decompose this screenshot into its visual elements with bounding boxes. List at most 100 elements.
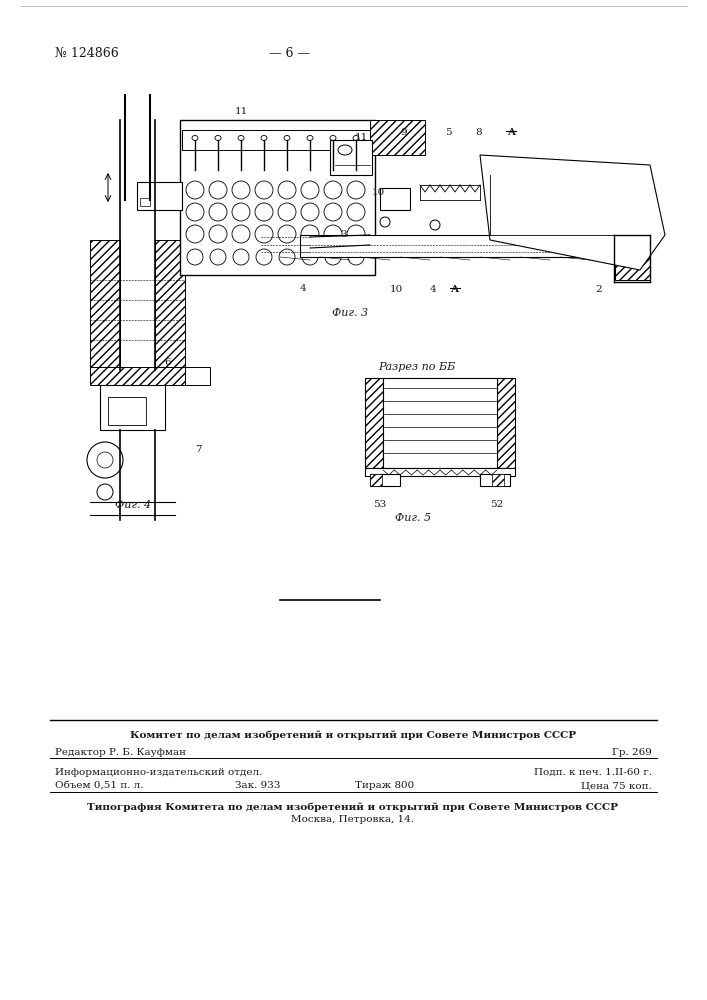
Circle shape: [348, 249, 364, 265]
Text: 7: 7: [195, 445, 201, 454]
Text: Объем 0,51 п. л.: Объем 0,51 п. л.: [55, 781, 144, 790]
Circle shape: [255, 181, 273, 199]
Text: — 6 —: — 6 —: [269, 47, 310, 60]
Circle shape: [301, 203, 319, 221]
Circle shape: [347, 203, 365, 221]
Circle shape: [324, 225, 342, 243]
Text: Москва, Петровка, 14.: Москва, Петровка, 14.: [291, 815, 414, 824]
Text: Зак. 933: Зак. 933: [235, 781, 281, 790]
Text: Информационно-издательский отдел.: Информационно-издательский отдел.: [55, 768, 262, 777]
Bar: [140, 198, 150, 206]
Circle shape: [430, 220, 440, 230]
Bar: [370, 474, 400, 486]
Circle shape: [301, 225, 319, 243]
Bar: [108, 397, 146, 425]
Text: Комитет по делам изобретений и открытий при Совете Министров СССР: Комитет по делам изобретений и открытий …: [130, 730, 576, 740]
Circle shape: [97, 452, 113, 468]
Text: Разрез по ББ: Разрез по ББ: [378, 362, 455, 372]
Bar: [137, 182, 182, 210]
Text: 11: 11: [235, 107, 248, 116]
Text: 8: 8: [475, 128, 481, 137]
Polygon shape: [480, 155, 665, 270]
Ellipse shape: [353, 135, 359, 140]
Bar: [370, 474, 382, 486]
Text: Фиг. 4: Фиг. 4: [115, 500, 151, 510]
Text: A: A: [450, 285, 458, 294]
Text: 4: 4: [300, 284, 307, 293]
Text: Фиг. 3: Фиг. 3: [332, 308, 368, 318]
Circle shape: [380, 217, 390, 227]
Circle shape: [209, 181, 227, 199]
Bar: [180, 120, 375, 275]
Circle shape: [232, 203, 250, 221]
Circle shape: [255, 203, 273, 221]
Ellipse shape: [284, 135, 290, 140]
Circle shape: [347, 181, 365, 199]
Circle shape: [255, 225, 273, 243]
Text: 10: 10: [390, 285, 403, 294]
Bar: [383, 378, 497, 468]
Bar: [90, 367, 185, 385]
Circle shape: [186, 181, 204, 199]
Circle shape: [325, 249, 341, 265]
Ellipse shape: [192, 135, 198, 140]
Text: № 124866: № 124866: [55, 47, 119, 60]
Circle shape: [302, 249, 318, 265]
Text: Фиг. 5: Фиг. 5: [395, 513, 431, 523]
Circle shape: [87, 442, 123, 478]
Text: Редактор Р. Б. Кауфман: Редактор Р. Б. Кауфман: [55, 748, 186, 757]
Bar: [370, 120, 425, 155]
Text: Тираж 800: Тираж 800: [355, 781, 414, 790]
Circle shape: [97, 484, 113, 500]
Bar: [90, 240, 120, 370]
Circle shape: [278, 225, 296, 243]
Ellipse shape: [330, 135, 336, 140]
Ellipse shape: [238, 135, 244, 140]
Circle shape: [324, 203, 342, 221]
Bar: [380, 188, 410, 210]
Circle shape: [278, 203, 296, 221]
Circle shape: [301, 181, 319, 199]
Circle shape: [279, 249, 295, 265]
Circle shape: [324, 181, 342, 199]
Bar: [480, 474, 510, 486]
Text: 11: 11: [355, 133, 368, 142]
Text: 5: 5: [445, 128, 452, 137]
Text: 3: 3: [340, 230, 346, 239]
Bar: [330, 140, 372, 175]
FancyBboxPatch shape: [182, 130, 373, 150]
Bar: [365, 378, 383, 468]
Ellipse shape: [338, 145, 352, 155]
Text: Типография Комитета по делам изобретений и открытий при Совете Министров СССР: Типография Комитета по делам изобретений…: [88, 802, 619, 812]
Circle shape: [347, 225, 365, 243]
Bar: [497, 378, 515, 468]
Text: Цена 75 коп.: Цена 75 коп.: [581, 781, 652, 790]
Ellipse shape: [215, 135, 221, 140]
Circle shape: [233, 249, 249, 265]
Circle shape: [187, 249, 203, 265]
Circle shape: [210, 249, 226, 265]
Text: A: A: [507, 128, 515, 137]
Text: 52: 52: [490, 500, 503, 509]
Text: Подп. к печ. 1.II-60 г.: Подп. к печ. 1.II-60 г.: [534, 768, 652, 777]
Text: 4: 4: [430, 285, 437, 294]
Bar: [300, 235, 600, 257]
Circle shape: [278, 181, 296, 199]
Circle shape: [232, 181, 250, 199]
Circle shape: [186, 203, 204, 221]
Circle shape: [209, 225, 227, 243]
Circle shape: [256, 249, 272, 265]
Text: Гр. 269: Гр. 269: [612, 748, 652, 757]
Text: 9: 9: [400, 128, 407, 137]
Bar: [615, 230, 650, 280]
Circle shape: [209, 203, 227, 221]
Text: 10: 10: [372, 188, 385, 197]
Text: 6: 6: [164, 358, 170, 367]
Ellipse shape: [307, 135, 313, 140]
Bar: [492, 474, 504, 486]
Circle shape: [186, 225, 204, 243]
Circle shape: [232, 225, 250, 243]
Bar: [185, 367, 210, 385]
Bar: [365, 468, 515, 476]
Text: 53: 53: [373, 500, 386, 509]
